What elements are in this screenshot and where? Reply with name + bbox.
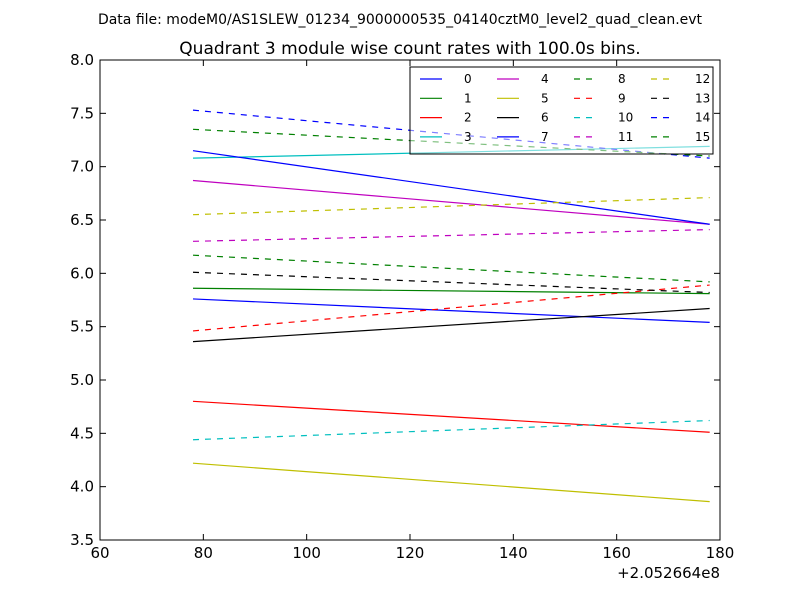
- legend-label-13: 13: [695, 91, 710, 105]
- x-offset-label: +2.052664e8: [617, 564, 720, 582]
- x-tick-label: 80: [194, 544, 213, 562]
- suptitle: Data file: modeM0/AS1SLEW_01234_90000005…: [98, 12, 703, 28]
- legend-label-9: 9: [618, 91, 626, 105]
- series-line-9: [192, 284, 710, 332]
- series-line-13: [192, 271, 710, 294]
- legend-label-2: 2: [464, 111, 472, 125]
- legend-label-10: 10: [618, 111, 633, 125]
- legend-label-6: 6: [541, 111, 549, 125]
- series-line-6: [192, 307, 710, 343]
- legend-label-11: 11: [618, 130, 633, 144]
- series-line-2: [192, 400, 710, 433]
- legend-label-12: 12: [695, 72, 710, 86]
- x-tick-label: 140: [499, 544, 528, 562]
- x-tick-label: 180: [706, 544, 735, 562]
- y-tick-label: 7.0: [70, 158, 94, 176]
- legend-label-15: 15: [695, 130, 710, 144]
- y-tick-label: 8.0: [70, 51, 94, 69]
- series-line-5: [192, 462, 710, 503]
- x-tick-label: 120: [396, 544, 425, 562]
- series-line-11: [192, 229, 710, 242]
- legend-frame: [409, 66, 714, 155]
- series-line-15: [192, 128, 710, 157]
- series-line-10: [192, 419, 710, 441]
- ticks-layer: 60 80 100 120 140 160 1803.54.04.55.05.56.06.5…: [70, 51, 734, 562]
- y-tick-label: 7.5: [70, 104, 94, 122]
- series-line-4: [192, 179, 710, 225]
- legend-label-4: 4: [541, 72, 549, 86]
- series-line-1: [192, 287, 710, 295]
- legend-label-1: 1: [464, 91, 472, 105]
- legend-label-0: 0: [464, 72, 472, 86]
- y-tick-label: 3.5: [70, 531, 94, 549]
- series-line-12: [192, 197, 710, 216]
- x-tick-label: 100: [292, 544, 321, 562]
- x-tick-label: 60: [90, 544, 109, 562]
- y-tick-label: 6.0: [70, 264, 94, 282]
- legend-label-7: 7: [541, 130, 549, 144]
- series-line-7: [192, 150, 710, 225]
- x-tick-label: 160: [602, 544, 631, 562]
- legend-label-8: 8: [618, 72, 626, 86]
- legend-label-5: 5: [541, 91, 549, 105]
- series-layer: [192, 109, 710, 503]
- y-tick-label: 6.5: [70, 211, 94, 229]
- series-line-0: [192, 298, 710, 323]
- y-tick-label: 4.0: [70, 478, 94, 496]
- chart-title: Quadrant 3 module wise count rates with …: [179, 39, 640, 59]
- legend-label-3: 3: [464, 130, 472, 144]
- series-line-8: [192, 254, 710, 283]
- y-tick-label: 4.5: [70, 424, 94, 442]
- y-tick-label: 5.5: [70, 318, 94, 336]
- legend-label-14: 14: [695, 111, 710, 125]
- y-tick-label: 5.0: [70, 371, 94, 389]
